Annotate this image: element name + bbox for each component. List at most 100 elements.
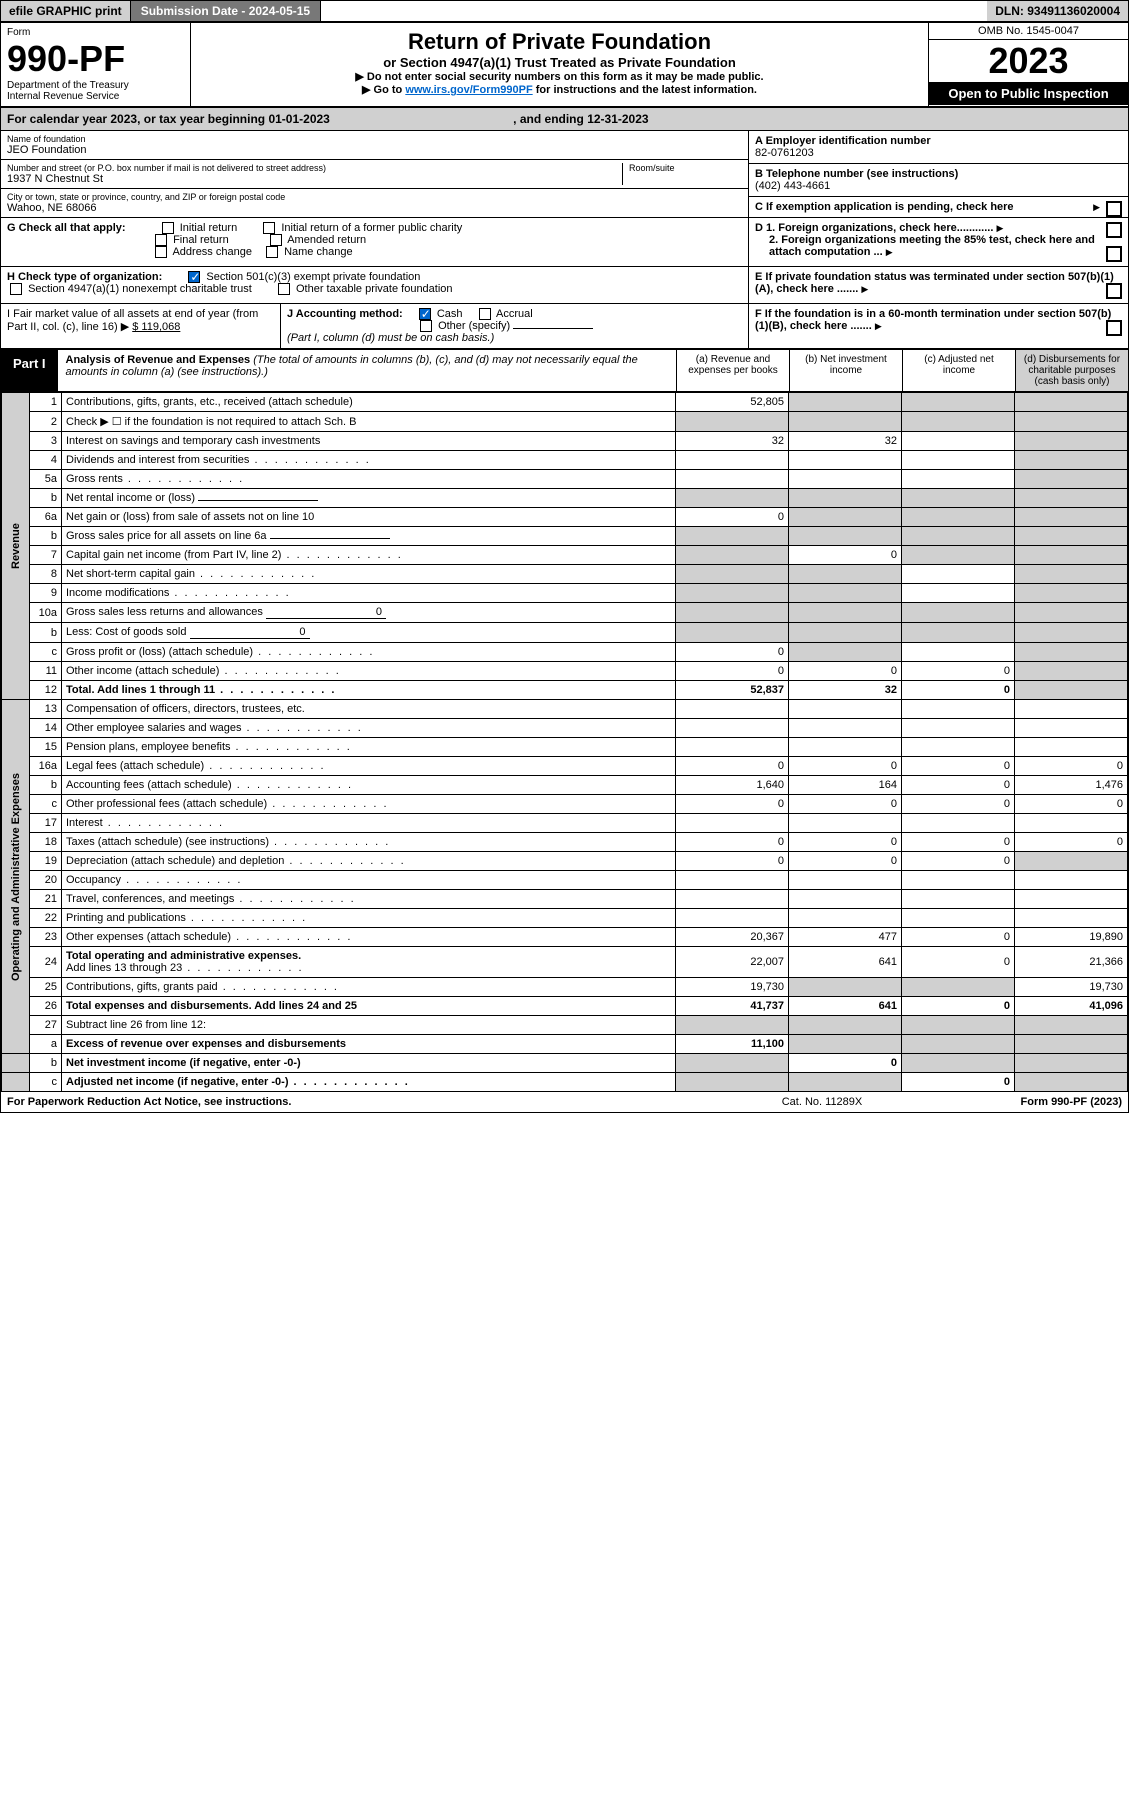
table-row: 24Total operating and administrative exp… bbox=[2, 947, 1128, 978]
instr-1: ▶ Do not enter social security numbers o… bbox=[197, 70, 922, 83]
d2-checkbox[interactable] bbox=[1106, 246, 1122, 262]
d1-label: D 1. Foreign organizations, check here..… bbox=[755, 222, 993, 234]
street-address: 1937 N Chestnut St bbox=[7, 173, 622, 185]
g-name-checkbox[interactable] bbox=[266, 246, 278, 258]
form-label: Form bbox=[7, 27, 184, 38]
table-row: 12Total. Add lines 1 through 1152,837320 bbox=[2, 681, 1128, 700]
table-row: 21Travel, conferences, and meetings bbox=[2, 890, 1128, 909]
h-501c3-checkbox[interactable] bbox=[188, 271, 200, 283]
expenses-sidebar: Operating and Administrative Expenses bbox=[2, 700, 30, 1054]
calendar-year-row: For calendar year 2023, or tax year begi… bbox=[1, 108, 1128, 131]
j-note: (Part I, column (d) must be on cash basi… bbox=[287, 332, 494, 344]
name-label: Name of foundation bbox=[7, 134, 742, 144]
table-row: 19Depreciation (attach schedule) and dep… bbox=[2, 852, 1128, 871]
submission-date: Submission Date - 2024-05-15 bbox=[131, 1, 321, 21]
table-row: aExcess of revenue over expenses and dis… bbox=[2, 1035, 1128, 1054]
form-title: Return of Private Foundation bbox=[197, 29, 922, 55]
g-row: G Check all that apply: Initial return I… bbox=[1, 218, 1128, 267]
table-row: 10aGross sales less returns and allowanc… bbox=[2, 603, 1128, 623]
form990pf-link[interactable]: www.irs.gov/Form990PF bbox=[405, 84, 532, 96]
j-label: J Accounting method: bbox=[287, 308, 403, 320]
omb-number: OMB No. 1545-0047 bbox=[929, 23, 1128, 40]
revenue-sidebar: Revenue bbox=[2, 393, 30, 700]
form-subtitle: or Section 4947(a)(1) Trust Treated as P… bbox=[197, 55, 922, 70]
form-number: 990-PF bbox=[7, 38, 184, 80]
ein-value: 82-0761203 bbox=[755, 147, 1122, 159]
j-other-checkbox[interactable] bbox=[420, 320, 432, 332]
part1-tab: Part I bbox=[1, 350, 58, 391]
part1-table: Revenue 1 Contributions, gifts, grants, … bbox=[1, 392, 1128, 1092]
table-row: 20Occupancy bbox=[2, 871, 1128, 890]
c-checkbox[interactable] bbox=[1106, 201, 1122, 217]
form-header: Form 990-PF Department of the Treasury I… bbox=[1, 23, 1128, 108]
phone-value: (402) 443-4661 bbox=[755, 180, 1122, 192]
ijf-row: I Fair market value of all assets at end… bbox=[1, 304, 1128, 350]
addr-label: Number and street (or P.O. box number if… bbox=[7, 163, 622, 173]
table-row: 14Other employee salaries and wages bbox=[2, 719, 1128, 738]
table-row: 16aLegal fees (attach schedule)0000 bbox=[2, 757, 1128, 776]
h-other-checkbox[interactable] bbox=[278, 283, 290, 295]
efile-label[interactable]: efile GRAPHIC print bbox=[1, 1, 131, 21]
part1-title: Analysis of Revenue and Expenses bbox=[66, 354, 251, 366]
ein-label: A Employer identification number bbox=[755, 135, 1122, 147]
foundation-name: JEO Foundation bbox=[7, 144, 742, 156]
table-row: bNet investment income (if negative, ent… bbox=[2, 1054, 1128, 1073]
h-row: H Check type of organization: Section 50… bbox=[1, 267, 1128, 304]
table-row: bAccounting fees (attach schedule)1,6401… bbox=[2, 776, 1128, 795]
table-row: cGross profit or (loss) (attach schedule… bbox=[2, 643, 1128, 662]
e-checkbox[interactable] bbox=[1106, 283, 1122, 299]
c-label: C If exemption application is pending, c… bbox=[755, 201, 1014, 213]
table-row: 11Other income (attach schedule)000 bbox=[2, 662, 1128, 681]
table-row: 3Interest on savings and temporary cash … bbox=[2, 432, 1128, 451]
phone-label: B Telephone number (see instructions) bbox=[755, 168, 1122, 180]
tax-year: 2023 bbox=[929, 40, 1128, 82]
table-row: 18Taxes (attach schedule) (see instructi… bbox=[2, 833, 1128, 852]
table-row: Operating and Administrative Expenses 13… bbox=[2, 700, 1128, 719]
table-row: 6aNet gain or (loss) from sale of assets… bbox=[2, 508, 1128, 527]
table-row: 8Net short-term capital gain bbox=[2, 565, 1128, 584]
table-row: 25Contributions, gifts, grants paid19,73… bbox=[2, 978, 1128, 997]
table-row: 2Check ▶ ☐ if the foundation is not requ… bbox=[2, 412, 1128, 432]
irs-label: Internal Revenue Service bbox=[7, 91, 184, 102]
dln: DLN: 93491136020004 bbox=[987, 1, 1128, 21]
g-final-checkbox[interactable] bbox=[155, 234, 167, 246]
table-row: 5aGross rents bbox=[2, 470, 1128, 489]
table-row: 7Capital gain net income (from Part IV, … bbox=[2, 546, 1128, 565]
h-4947-checkbox[interactable] bbox=[10, 283, 22, 295]
city-state-zip: Wahoo, NE 68066 bbox=[7, 202, 742, 214]
table-row: bGross sales price for all assets on lin… bbox=[2, 527, 1128, 546]
part1-header: Part I Analysis of Revenue and Expenses … bbox=[1, 350, 1128, 392]
top-banner: efile GRAPHIC print Submission Date - 20… bbox=[1, 1, 1128, 23]
g-initial-checkbox[interactable] bbox=[162, 222, 174, 234]
paperwork-notice: For Paperwork Reduction Act Notice, see … bbox=[7, 1096, 722, 1108]
j-cash-checkbox[interactable] bbox=[419, 308, 431, 320]
e-label: E If private foundation status was termi… bbox=[755, 271, 1114, 295]
table-row: bNet rental income or (loss) bbox=[2, 489, 1128, 508]
col-d-header: (d) Disbursements for charitable purpose… bbox=[1015, 350, 1128, 391]
table-row: cAdjusted net income (if negative, enter… bbox=[2, 1073, 1128, 1092]
table-row: 4Dividends and interest from securities bbox=[2, 451, 1128, 470]
g-amended-checkbox[interactable] bbox=[270, 234, 282, 246]
cat-number: Cat. No. 11289X bbox=[722, 1096, 922, 1108]
d2-label: 2. Foreign organizations meeting the 85%… bbox=[769, 234, 1095, 258]
table-row: cOther professional fees (attach schedul… bbox=[2, 795, 1128, 814]
dept-label: Department of the Treasury bbox=[7, 80, 184, 91]
open-public: Open to Public Inspection bbox=[929, 82, 1128, 105]
page-footer: For Paperwork Reduction Act Notice, see … bbox=[1, 1092, 1128, 1112]
instr-2: ▶ Go to www.irs.gov/Form990PF for instru… bbox=[197, 83, 922, 96]
table-row: 22Printing and publications bbox=[2, 909, 1128, 928]
d1-checkbox[interactable] bbox=[1106, 222, 1122, 238]
table-row: bLess: Cost of goods sold 0 bbox=[2, 623, 1128, 643]
table-row: 9Income modifications bbox=[2, 584, 1128, 603]
col-c-header: (c) Adjusted net income bbox=[902, 350, 1015, 391]
room-label: Room/suite bbox=[629, 163, 742, 173]
f-checkbox[interactable] bbox=[1106, 320, 1122, 336]
table-row: 17Interest bbox=[2, 814, 1128, 833]
g-initial-former-checkbox[interactable] bbox=[263, 222, 275, 234]
col-b-header: (b) Net investment income bbox=[789, 350, 902, 391]
form-ref: Form 990-PF (2023) bbox=[922, 1096, 1122, 1108]
g-address-checkbox[interactable] bbox=[155, 246, 167, 258]
j-accrual-checkbox[interactable] bbox=[479, 308, 491, 320]
form-990pf: efile GRAPHIC print Submission Date - 20… bbox=[0, 0, 1129, 1113]
col-a-header: (a) Revenue and expenses per books bbox=[676, 350, 789, 391]
